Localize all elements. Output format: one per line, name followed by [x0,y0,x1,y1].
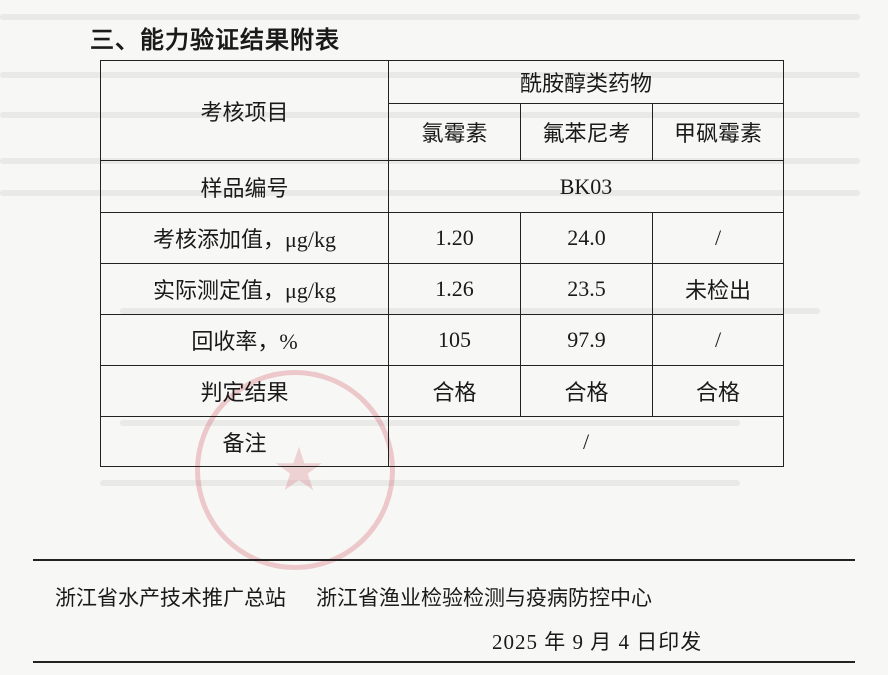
footer-top-rule [33,559,855,561]
footer-orgs: 浙江省水产技术推广总站 浙江省渔业检验检测与疫病防控中心 [55,582,682,612]
cell: / [652,212,784,264]
drug-header: 氯霉素 [388,103,521,161]
cell: 1.26 [388,263,521,315]
table-row: 回收率，% 105 97.9 / [100,314,784,366]
row-label: 考核添加值，μg/kg [100,212,389,264]
footer-bottom-rule [33,661,855,663]
remark-label: 备注 [100,416,389,467]
org-name: 浙江省水产技术推广总站 [55,586,286,610]
cell: 97.9 [520,314,653,366]
cell: 1.20 [388,212,521,264]
cell: 未检出 [652,263,784,315]
cell: / [652,314,784,366]
sample-label: 样品编号 [100,160,389,213]
cell: 合格 [652,365,784,417]
cell: 105 [388,314,521,366]
table-row: 判定结果 合格 合格 合格 [100,365,784,417]
sample-id: BK03 [388,160,784,213]
org-name: 浙江省渔业检验检测与疫病防控中心 [316,586,652,610]
row-label: 实际测定值，μg/kg [100,263,389,315]
section-heading: 三、能力验证结果附表 [90,28,340,54]
cell: 23.5 [520,263,653,315]
table-row: 实际测定值，μg/kg 1.26 23.5 未检出 [100,263,784,315]
table-row: 考核添加值，μg/kg 1.20 24.0 / [100,212,784,264]
row-label: 判定结果 [100,365,389,417]
issue-date: 2025 年 9 月 4 日印发 [492,630,703,654]
drug-header: 甲砜霉素 [652,103,784,161]
results-table: 考核项目 酰胺醇类药物 氯霉素 氟苯尼考 甲砜霉素 样品编号 BK03 考核添加… [100,60,784,467]
group-header: 酰胺醇类药物 [388,60,784,104]
cell: 合格 [388,365,521,417]
item-header: 考核项目 [100,60,389,161]
cell: 合格 [520,365,653,417]
drug-header: 氟苯尼考 [520,103,653,161]
remark-value: / [388,416,784,467]
cell: 24.0 [520,212,653,264]
row-label: 回收率，% [100,314,389,366]
